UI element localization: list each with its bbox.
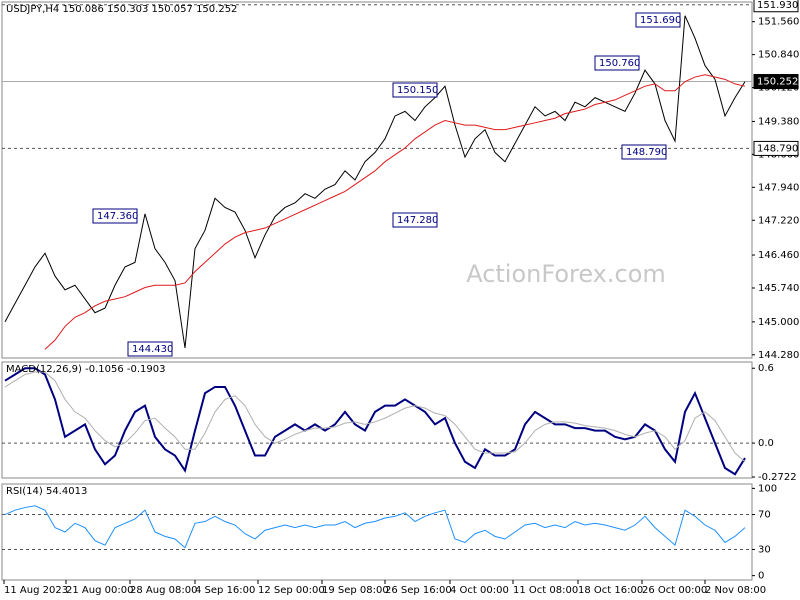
- annotation-box: [127, 341, 173, 357]
- x-tick-label: 11 Oct 08:00: [513, 585, 578, 596]
- y-tick-label: 147.940: [758, 182, 799, 193]
- annotation-box: [392, 212, 438, 228]
- x-tick-label: 21 Aug 00:00: [66, 585, 133, 596]
- annotation: 151.690: [640, 15, 681, 26]
- series-line: [4, 505, 746, 549]
- series-line: [4, 15, 746, 349]
- series-line: [4, 371, 746, 463]
- watermark: ActionForex.com: [466, 260, 666, 288]
- y-tick-label: 100: [758, 483, 777, 494]
- annotation: 144.430: [132, 344, 173, 355]
- level-label-box: [753, 0, 799, 13]
- y-tick-label: 0.6: [758, 363, 774, 374]
- y-tick-label: 144.280: [758, 350, 799, 361]
- x-tick-label: 4 Oct 00:00: [450, 585, 509, 596]
- level-label-box: [753, 74, 799, 90]
- panel-title: MACD(12,26,9) -0.1056 -0.1903: [6, 364, 166, 375]
- annotation: 147.280: [397, 215, 438, 226]
- y-tick-label: -0.2722: [758, 472, 797, 483]
- level-label-box: [753, 140, 799, 156]
- y-tick-label: 70: [758, 510, 771, 521]
- x-tick-label: 2 Nov 08:00: [705, 585, 766, 596]
- series-line: [44, 74, 746, 350]
- x-tick-label: 26 Sep 16:00: [385, 585, 452, 596]
- annotation: 150.150: [397, 85, 438, 96]
- y-tick-label: 146.460: [758, 250, 799, 261]
- panel-frame: [1, 1, 753, 359]
- annotation-box: [635, 12, 681, 28]
- panel-frame: [1, 483, 753, 581]
- y-tick-label: 150.840: [758, 50, 799, 61]
- level-label: 150.252: [757, 77, 798, 88]
- level-label: 148.790: [757, 143, 798, 154]
- x-tick-label: 18 Oct 16:00: [578, 585, 643, 596]
- panel-title: RSI(14) 54.4013: [6, 486, 87, 497]
- level-label: 151.930: [757, 0, 798, 11]
- x-tick-label: 11 Aug 2023: [4, 585, 68, 596]
- y-tick-label: 30: [758, 544, 771, 555]
- annotation-box: [392, 82, 438, 98]
- y-tick-label: 145.740: [758, 283, 799, 294]
- annotation: 148.790: [626, 147, 667, 158]
- x-tick-label: 12 Sep 00:00: [258, 585, 325, 596]
- annotation: 150.760: [599, 58, 640, 69]
- y-tick-label: 145.000: [758, 317, 799, 328]
- y-tick-label: 151.560: [758, 17, 799, 28]
- x-tick-label: 26 Oct 00:00: [642, 585, 707, 596]
- y-tick-label: 0.0: [758, 438, 774, 449]
- y-tick-label: 0: [758, 571, 764, 582]
- x-tick-label: 4 Sep 16:00: [195, 585, 255, 596]
- x-tick-label: 19 Sep 08:00: [322, 585, 389, 596]
- panel-title: USDJPY,H4 150.086 150.303 150.057 150.25…: [6, 4, 237, 15]
- annotation-box: [92, 208, 138, 224]
- annotation-box: [621, 144, 667, 160]
- y-tick-label: 149.380: [758, 116, 799, 127]
- panel-frame: [1, 361, 753, 479]
- annotation-box: [594, 55, 640, 71]
- x-tick-label: 28 Aug 08:00: [130, 585, 197, 596]
- y-tick-label: 147.220: [758, 215, 799, 226]
- series-line: [4, 367, 746, 476]
- annotation: 147.360: [97, 211, 138, 222]
